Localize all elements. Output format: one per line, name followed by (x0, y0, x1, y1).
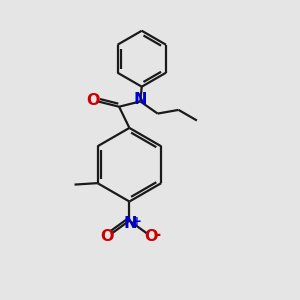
Text: O: O (86, 93, 100, 108)
Text: -: - (154, 226, 161, 244)
Text: +: + (131, 215, 141, 228)
Text: N: N (134, 92, 147, 107)
Text: O: O (144, 229, 158, 244)
Text: N: N (123, 216, 137, 231)
Text: O: O (100, 229, 114, 244)
